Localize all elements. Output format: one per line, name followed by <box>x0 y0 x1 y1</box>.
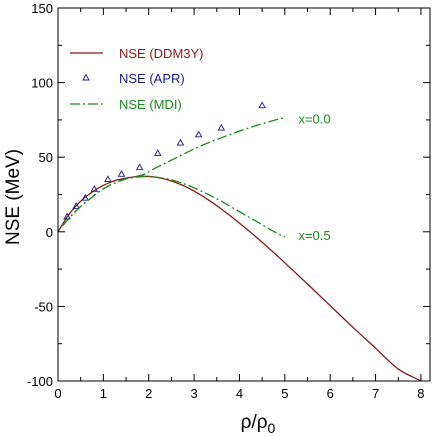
x-axis-title-subscript: 0 <box>268 420 276 436</box>
apr-marker <box>117 170 126 177</box>
x-tick-label: 2 <box>145 386 152 401</box>
y-tick-label: 50 <box>39 150 53 165</box>
y-tick-label: 0 <box>46 225 53 240</box>
apr-marker <box>154 149 162 156</box>
x-tick-label: 8 <box>417 386 424 401</box>
series-line-mdi-x05 <box>62 175 286 238</box>
apr-marker <box>72 202 80 209</box>
x-tick-label: 3 <box>190 386 197 401</box>
series-group <box>58 101 423 381</box>
apr-marker <box>258 101 266 109</box>
legend-label: NSE (MDI) <box>119 97 182 112</box>
x-axis-title-base: ρ/ρ <box>241 412 268 433</box>
x-axis-title: ρ/ρ0 <box>241 412 276 436</box>
apr-marker <box>135 163 144 171</box>
y-tick-label: 150 <box>31 1 53 16</box>
y-tick-label: -50 <box>34 299 53 314</box>
legend-label: NSE (DDM3Y) <box>119 46 204 61</box>
x-tick-label: 4 <box>236 386 243 401</box>
apr-marker <box>176 138 185 146</box>
x-tick-label: 7 <box>372 386 379 401</box>
legend: NSE (DDM3Y) NSE (APR) NSE (MDI) <box>70 46 204 112</box>
x-tick-label: 6 <box>327 386 334 401</box>
apr-marker <box>217 123 226 131</box>
apr-marker <box>90 184 99 192</box>
axes: 0 1 2 3 4 5 6 7 8 -100 -50 0 50 100 150 <box>27 1 431 401</box>
apr-marker <box>63 212 71 220</box>
legend-label: NSE (APR) <box>119 71 185 86</box>
x-tick-label: 0 <box>54 386 61 401</box>
annotation-label: x=0.0 <box>298 111 330 126</box>
series-line-ddm3y <box>58 175 423 381</box>
apr-marker <box>194 130 203 138</box>
y-axis-title: NSE (MeV) <box>3 149 24 245</box>
annotation-label: x=0.5 <box>298 228 330 243</box>
y-tick-label: 100 <box>31 76 53 91</box>
legend-swatch-apr <box>82 73 90 81</box>
x-tick-label: 5 <box>281 386 288 401</box>
plot-frame <box>57 7 431 382</box>
plot-area: x=0.0 x=0.5 <box>58 101 423 381</box>
series-line-mdi-x0 <box>62 117 285 227</box>
y-tick-label: -100 <box>27 374 53 389</box>
apr-marker <box>81 193 89 201</box>
apr-marker <box>104 175 112 183</box>
x-tick-label: 1 <box>100 386 107 401</box>
